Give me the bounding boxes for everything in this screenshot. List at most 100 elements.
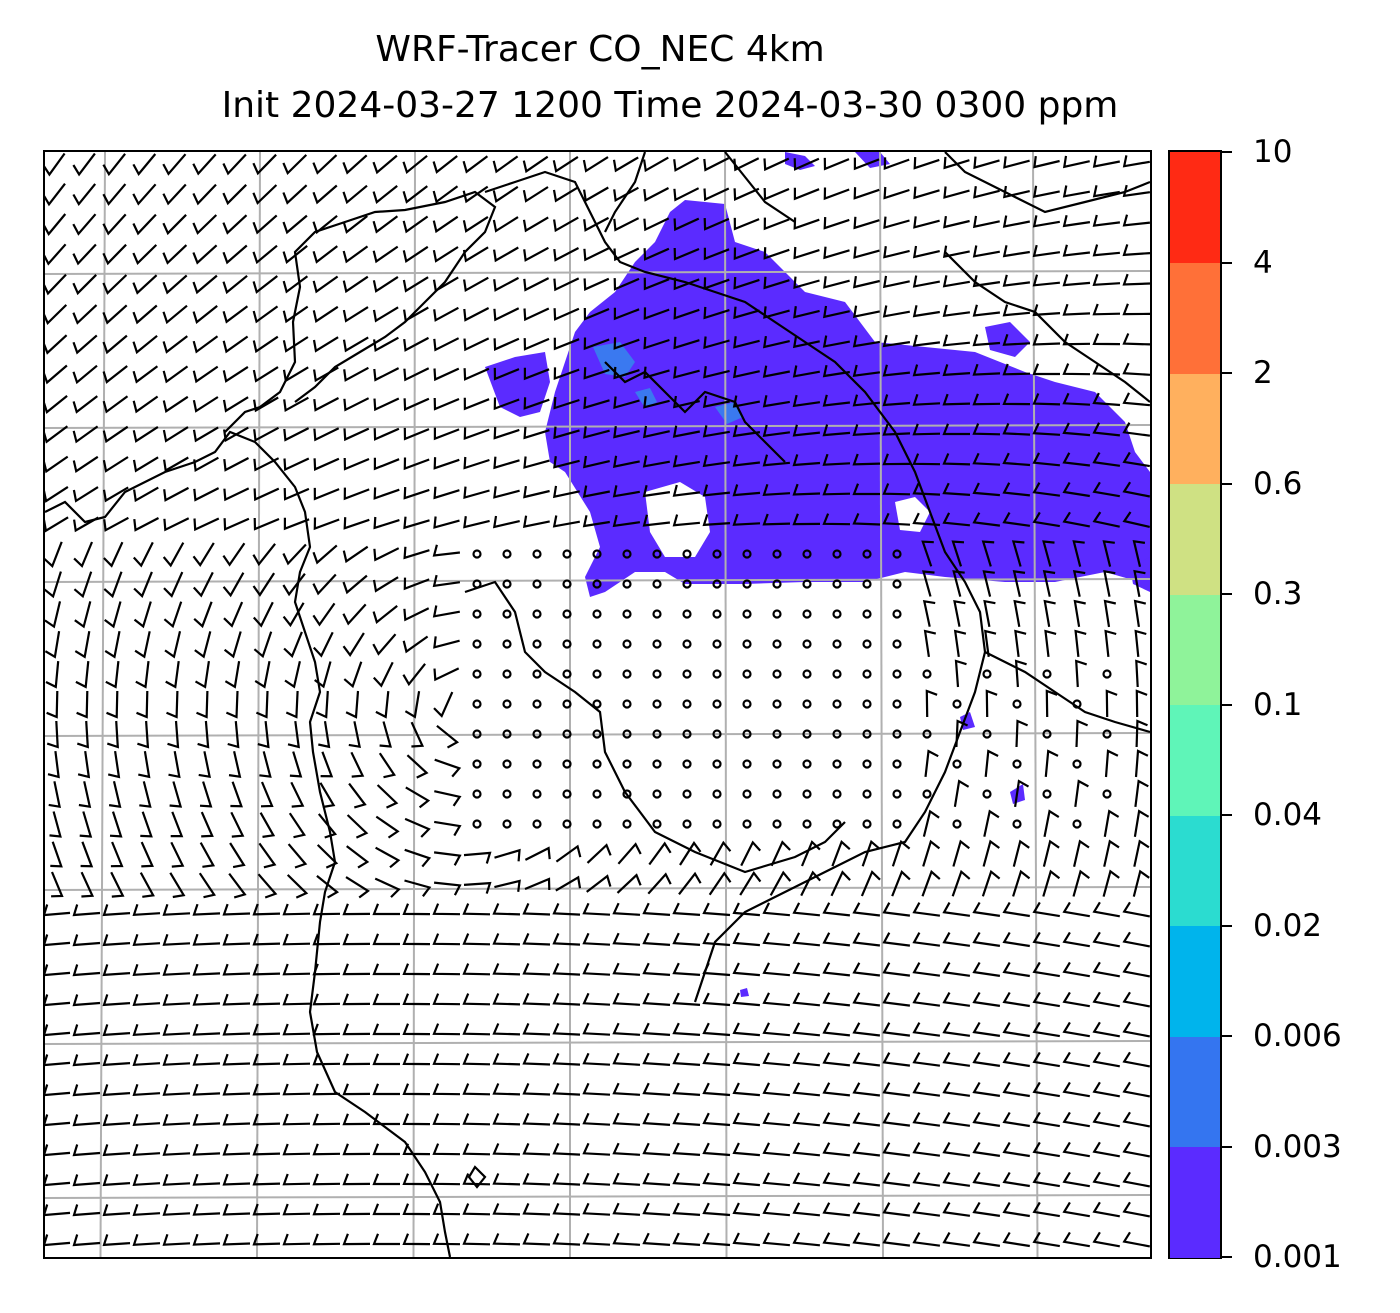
wind-barb [673,156,700,172]
colorbar-tick [1222,372,1232,374]
wind-barb [673,187,700,202]
wind-barb [290,781,305,808]
wind-barb [373,367,400,382]
calm-wind-circle [892,759,902,769]
wind-barb [313,457,340,471]
wind-barb [342,632,365,657]
calm-wind-circle [532,549,542,559]
wind-barb [72,183,97,207]
wind-barb [703,277,730,290]
wind-barb [72,1084,101,1097]
wind-barb [1135,659,1148,688]
wind-barb [252,184,278,205]
wind-barb [282,1113,311,1126]
colorbar-tick-label: 0.3 [1253,576,1303,612]
wind-barb [404,848,432,868]
wind-barb [312,631,334,658]
wind-barb [912,1082,941,1097]
wind-barb [1122,273,1150,286]
wind-barb [403,427,430,441]
coastline-gulf [464,580,846,874]
wind-barb [224,661,241,689]
colorbar-tick [1222,814,1232,816]
wind-barb [732,484,761,497]
wind-barb [853,246,880,259]
wind-barb [222,963,251,976]
wind-barb [822,962,851,977]
wind-barb [643,307,670,320]
wind-barb [223,457,250,472]
wind-barb [1062,1231,1090,1248]
wind-barb [402,1053,431,1066]
wind-barb [192,1113,221,1126]
wind-barb [462,1233,491,1246]
wind-barb [924,749,939,778]
wind-barb [252,993,281,1006]
wind-barb [1012,869,1031,897]
wind-barb [222,153,247,176]
wind-barb [72,904,101,917]
wind-barb [197,720,210,749]
wind-barb [492,216,519,233]
wind-barb [102,904,131,917]
wind-barb [1002,274,1031,287]
wind-barb [552,1112,581,1126]
wind-barb [72,1024,101,1037]
wind-barb [553,396,580,410]
wind-barb [433,397,460,411]
wind-barb [882,962,911,977]
calm-wind-circle [562,789,572,799]
wind-barb [1092,991,1120,1008]
calm-wind-circle [742,639,752,649]
wind-barb [912,334,941,347]
calm-wind-circle [682,549,692,559]
wind-barb [252,933,281,946]
wind-barb [222,244,248,265]
wind-barb [553,367,580,380]
wind-barb [1092,1111,1120,1128]
calm-wind-circle [832,729,842,739]
calm-wind-circle [562,819,572,829]
calm-wind-circle [1072,759,1082,769]
wind-barb [222,305,249,324]
calm-wind-circle [622,579,632,589]
wind-barb [72,964,101,977]
wind-barb [1002,961,1030,978]
wind-barb [405,786,431,809]
wind-barb [45,571,62,599]
wind-barb [1075,659,1088,688]
wind-barb [702,1172,731,1187]
wind-barb [192,305,218,324]
calm-wind-circle [532,669,542,679]
wind-barb [792,335,820,349]
wind-barb [403,306,429,323]
wind-barb [45,243,67,266]
wind-barb [372,1173,400,1186]
wind-barb [586,874,612,893]
colorbar-tick-label: 0.02 [1253,907,1323,944]
wind-barb [852,1112,881,1127]
wind-barb [222,214,248,235]
wind-barb [552,902,581,916]
wind-barb [462,1083,491,1096]
calm-wind-circle [652,609,662,619]
calm-wind-circle [472,669,482,679]
calm-wind-circle [1042,669,1052,679]
calm-wind-circle [502,789,512,799]
wind-barb [883,216,910,229]
calm-wind-circle [502,819,512,829]
calm-wind-circle [592,609,602,619]
wind-barb [253,426,280,442]
calm-wind-circle [802,639,812,649]
wind-barb [733,247,760,261]
wind-barb [320,751,334,778]
wind-barb [282,245,308,264]
wind-barb [312,1203,341,1216]
wind-barb [769,870,792,896]
wind-barb [1062,1171,1090,1188]
wind-barb [403,546,430,560]
wind-barb [823,276,850,289]
wind-barb [313,487,340,501]
wind-barb [822,364,850,378]
wind-barb [672,1232,701,1246]
